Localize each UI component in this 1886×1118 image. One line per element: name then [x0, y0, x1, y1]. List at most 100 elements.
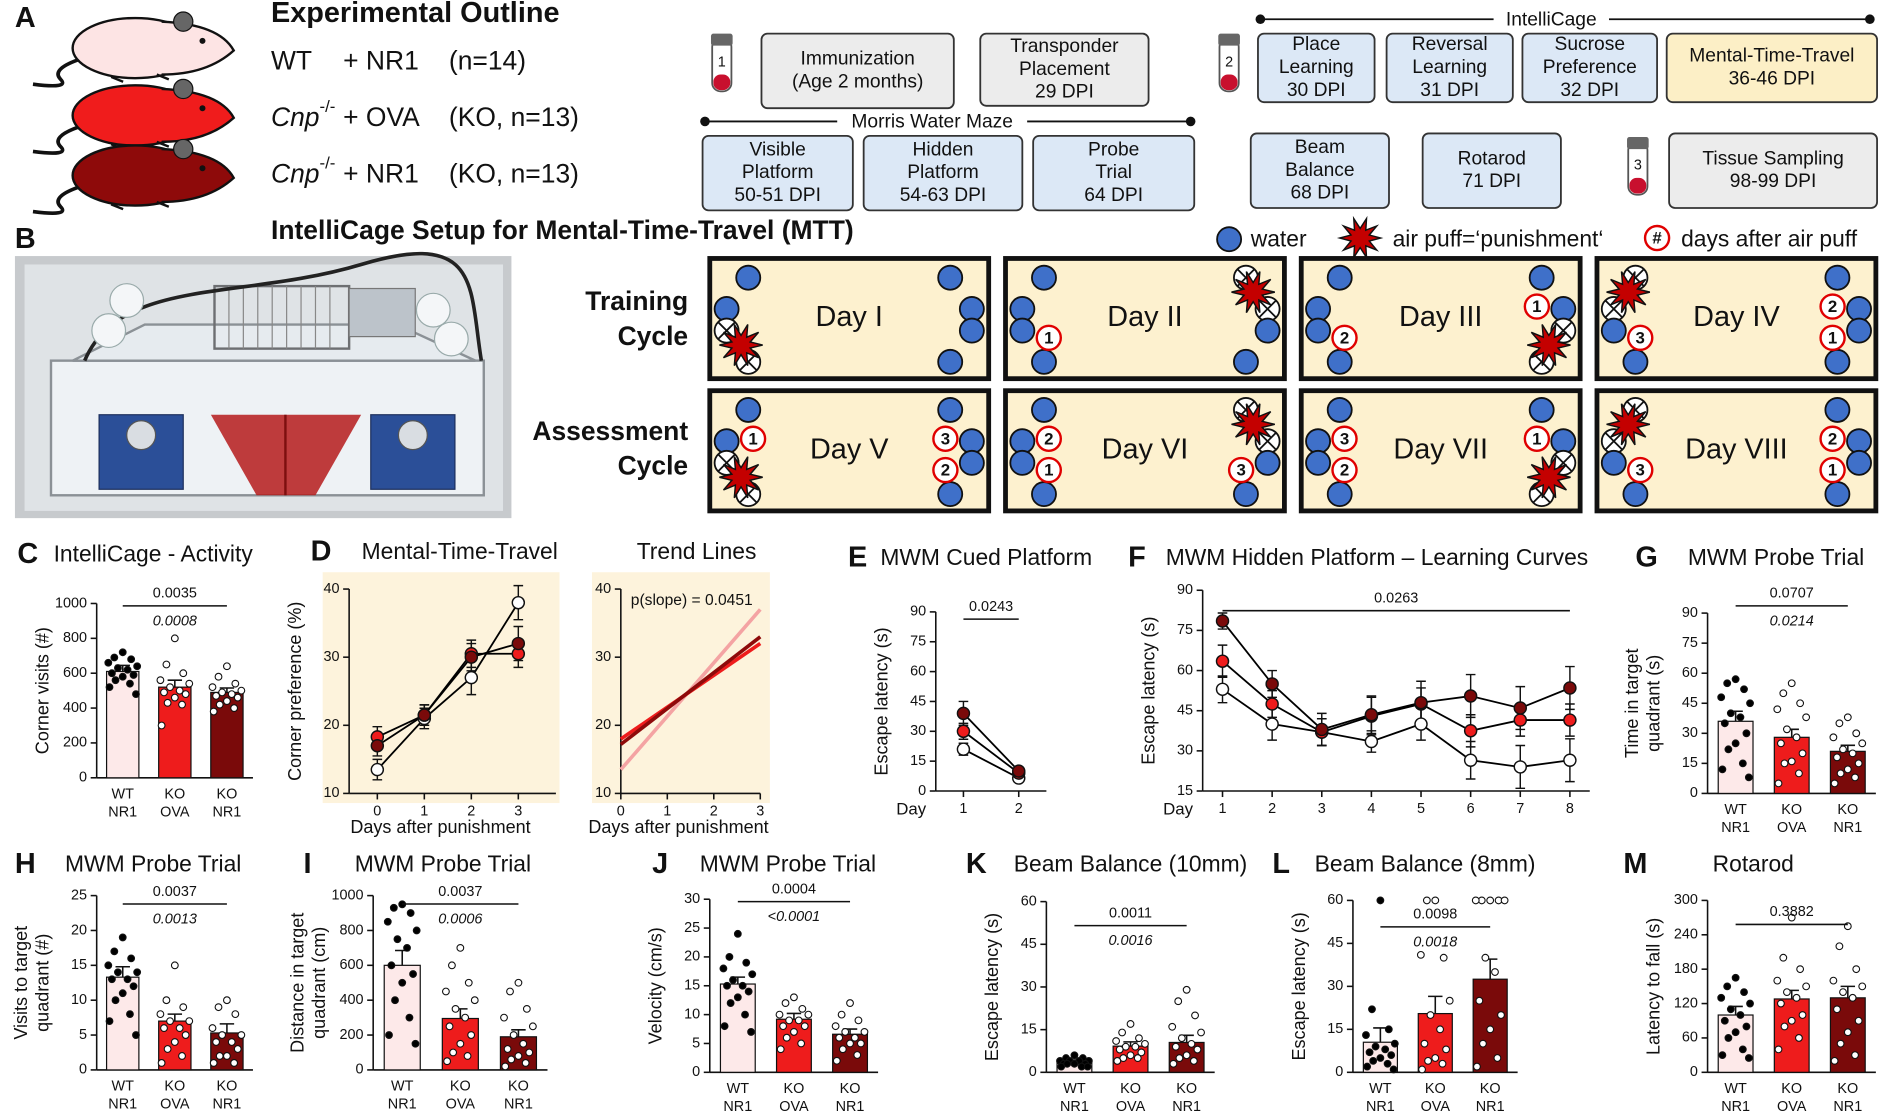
data-point — [738, 981, 747, 990]
days-badge-number: 3 — [1636, 328, 1645, 347]
data-point — [729, 976, 737, 984]
days-badge — [1819, 324, 1846, 352]
water-bottle — [1528, 264, 1555, 291]
series-marker — [1315, 722, 1329, 737]
data-point — [1189, 1057, 1198, 1065]
data-point — [1780, 759, 1789, 768]
y-tick-label: 120 — [1674, 995, 1698, 1011]
data-point — [1736, 1011, 1745, 1019]
y-tick-label: 0 — [79, 770, 87, 786]
panel-label: K — [966, 848, 987, 880]
data-point — [179, 1003, 188, 1012]
y-tick-label: 300 — [1674, 892, 1698, 908]
data-point — [1836, 769, 1845, 778]
data-point — [1746, 699, 1754, 708]
y-tick-label: 60 — [910, 663, 926, 679]
series-line — [376, 642, 519, 747]
data-point — [218, 1031, 227, 1039]
data-point — [212, 1038, 221, 1046]
data-point — [114, 968, 122, 977]
y-tick-label: 90 — [1177, 582, 1193, 598]
water-bottle — [1550, 428, 1577, 455]
series-line — [376, 602, 520, 771]
days-badge — [932, 425, 959, 453]
bracket-end — [1185, 116, 1196, 127]
data-point — [744, 987, 753, 996]
day-name: Day IV — [1693, 301, 1780, 333]
y-tick-label: 240 — [1674, 927, 1698, 943]
data-point — [804, 1010, 813, 1019]
x-tick-label: OVA — [1116, 1099, 1146, 1115]
data-point — [231, 1010, 240, 1019]
days-badge-number: 1 — [1828, 328, 1837, 347]
data-point — [1371, 1042, 1380, 1051]
mouse-ear — [173, 78, 194, 100]
data-point — [181, 690, 190, 699]
x-tick-label: NR1 — [836, 1099, 865, 1115]
data-point — [779, 1022, 788, 1031]
days-badge — [1627, 324, 1654, 352]
data-point — [467, 1031, 476, 1039]
data-point — [391, 996, 399, 1005]
corner-door — [126, 420, 157, 451]
days-badge — [1227, 456, 1255, 484]
data-point — [1439, 953, 1448, 962]
data-point — [160, 1024, 168, 1032]
series-marker — [464, 650, 479, 664]
data-point — [507, 1055, 516, 1064]
x-tick-label: NR1 — [108, 804, 137, 820]
p-value: 0.0707 — [1770, 586, 1814, 602]
panel-label: D — [311, 536, 332, 568]
data-point — [1740, 988, 1748, 997]
series-line — [1221, 688, 1571, 768]
series-marker — [1563, 753, 1577, 767]
data-point — [832, 1056, 841, 1065]
x-tick-label: KO — [840, 1081, 861, 1097]
data-point — [1744, 1054, 1753, 1062]
day-name: Day II — [1107, 301, 1182, 333]
closed-cross — [1604, 299, 1623, 319]
data-point — [170, 961, 179, 970]
x-prefix: Day — [1163, 800, 1194, 819]
timeline-step-text: 98-99 DPI — [1730, 171, 1817, 192]
x-tick-label: NR1 — [504, 1097, 533, 1113]
cage-controller — [348, 287, 416, 338]
y-tick-label: 30 — [595, 649, 611, 665]
water-bottle — [937, 264, 964, 291]
y-tick-label: 0 — [1690, 785, 1698, 801]
data-point — [463, 1052, 472, 1060]
timeline-step — [1665, 32, 1878, 104]
air-puff — [1527, 456, 1571, 499]
bracket-end — [700, 116, 710, 127]
data-point — [521, 1059, 530, 1067]
data-point — [1736, 713, 1745, 722]
y-tick-label: 90 — [910, 604, 926, 620]
water-bottle — [1305, 449, 1331, 476]
data-point — [1829, 976, 1838, 985]
data-point — [215, 1052, 224, 1060]
error-bar — [1840, 985, 1856, 998]
mouse-tail — [32, 125, 79, 155]
y-tick-label: 45 — [1327, 935, 1343, 951]
x-tick-label: WT — [1724, 802, 1747, 818]
data-point — [118, 648, 127, 657]
days-badge-number: 1 — [1532, 429, 1541, 448]
series-marker — [464, 670, 479, 685]
data-point — [230, 704, 239, 712]
x-tick-label: NR1 — [1476, 1099, 1505, 1115]
data-point — [503, 1045, 512, 1053]
x-tick-label: NR1 — [1833, 820, 1862, 836]
panel-label: G — [1635, 542, 1657, 574]
timeline-step — [760, 32, 955, 110]
y-axis-label: Escape latency (s) — [982, 913, 1002, 1061]
data-point — [776, 1045, 785, 1054]
x-tick-label: 2 — [467, 803, 475, 819]
data-point — [1384, 1025, 1393, 1034]
annotation: p(slope) = 0.0451 — [631, 592, 753, 609]
error-bar — [115, 965, 130, 978]
y-axis-label: Velocity (cm/s) — [646, 927, 666, 1044]
data-point — [1852, 965, 1861, 974]
data-point — [1854, 759, 1863, 768]
y-tick-label: 75 — [910, 634, 926, 650]
data-point — [1445, 996, 1454, 1005]
